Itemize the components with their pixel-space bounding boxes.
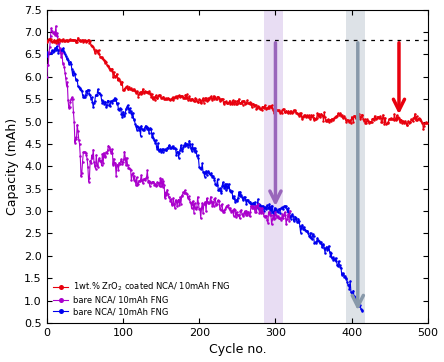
Y-axis label: Capacity (mAh): Capacity (mAh) <box>6 118 19 215</box>
1wt.% ZrO$_2$ coated NCA/ 10mAh FNG <box>251 102 256 106</box>
1wt.% ZrO$_2$ coated NCA/ 10mAh FNG <box>271 111 277 115</box>
bare NCA/ 10mAh FNG <box>53 24 59 28</box>
bare NCA/ 10mAh FNG <box>360 309 365 313</box>
bare NCA/ 10mAh FNG <box>356 301 361 306</box>
bare NCA/ 10mAh FNG <box>219 202 225 206</box>
Line: bare NCA/ 10mAh FNG: bare NCA/ 10mAh FNG <box>45 45 364 312</box>
Legend: 1wt.% ZrO$_2$ coated NCA/ 10mAh FNG, bare NCA/ 10mAh FNG, bare NCA/ 10mAh FNG: 1wt.% ZrO$_2$ coated NCA/ 10mAh FNG, bar… <box>51 278 232 319</box>
Line: bare NCA/ 10mAh FNG: bare NCA/ 10mAh FNG <box>45 25 291 226</box>
bare NCA/ 10mAh FNG <box>258 211 264 215</box>
bare NCA/ 10mAh FNG <box>348 279 353 283</box>
1wt.% ZrO$_2$ coated NCA/ 10mAh FNG <box>416 116 421 121</box>
bare NCA/ 10mAh FNG <box>178 148 183 152</box>
bare NCA/ 10mAh FNG <box>170 196 176 200</box>
1wt.% ZrO$_2$ coated NCA/ 10mAh FNG <box>226 101 231 105</box>
bare NCA/ 10mAh FNG <box>269 222 274 226</box>
1wt.% ZrO$_2$ coated NCA/ 10mAh FNG <box>421 127 426 131</box>
bare NCA/ 10mAh FNG <box>245 212 250 217</box>
bare NCA/ 10mAh FNG <box>154 145 159 149</box>
Line: 1wt.% ZrO$_2$ coated NCA/ 10mAh FNG: 1wt.% ZrO$_2$ coated NCA/ 10mAh FNG <box>45 36 428 131</box>
1wt.% ZrO$_2$ coated NCA/ 10mAh FNG <box>44 38 49 43</box>
Bar <box>264 9 283 323</box>
1wt.% ZrO$_2$ coated NCA/ 10mAh FNG <box>424 121 430 125</box>
1wt.% ZrO$_2$ coated NCA/ 10mAh FNG <box>357 111 362 116</box>
X-axis label: Cycle no.: Cycle no. <box>209 344 266 357</box>
Bar <box>346 9 365 323</box>
bare NCA/ 10mAh FNG <box>216 199 222 203</box>
1wt.% ZrO$_2$ coated NCA/ 10mAh FNG <box>75 35 81 40</box>
bare NCA/ 10mAh FNG <box>80 159 85 164</box>
bare NCA/ 10mAh FNG <box>287 209 293 213</box>
bare NCA/ 10mAh FNG <box>121 114 127 118</box>
bare NCA/ 10mAh FNG <box>44 54 49 58</box>
bare NCA/ 10mAh FNG <box>44 75 49 80</box>
bare NCA/ 10mAh FNG <box>142 127 147 132</box>
bare NCA/ 10mAh FNG <box>54 44 59 49</box>
1wt.% ZrO$_2$ coated NCA/ 10mAh FNG <box>228 102 233 106</box>
